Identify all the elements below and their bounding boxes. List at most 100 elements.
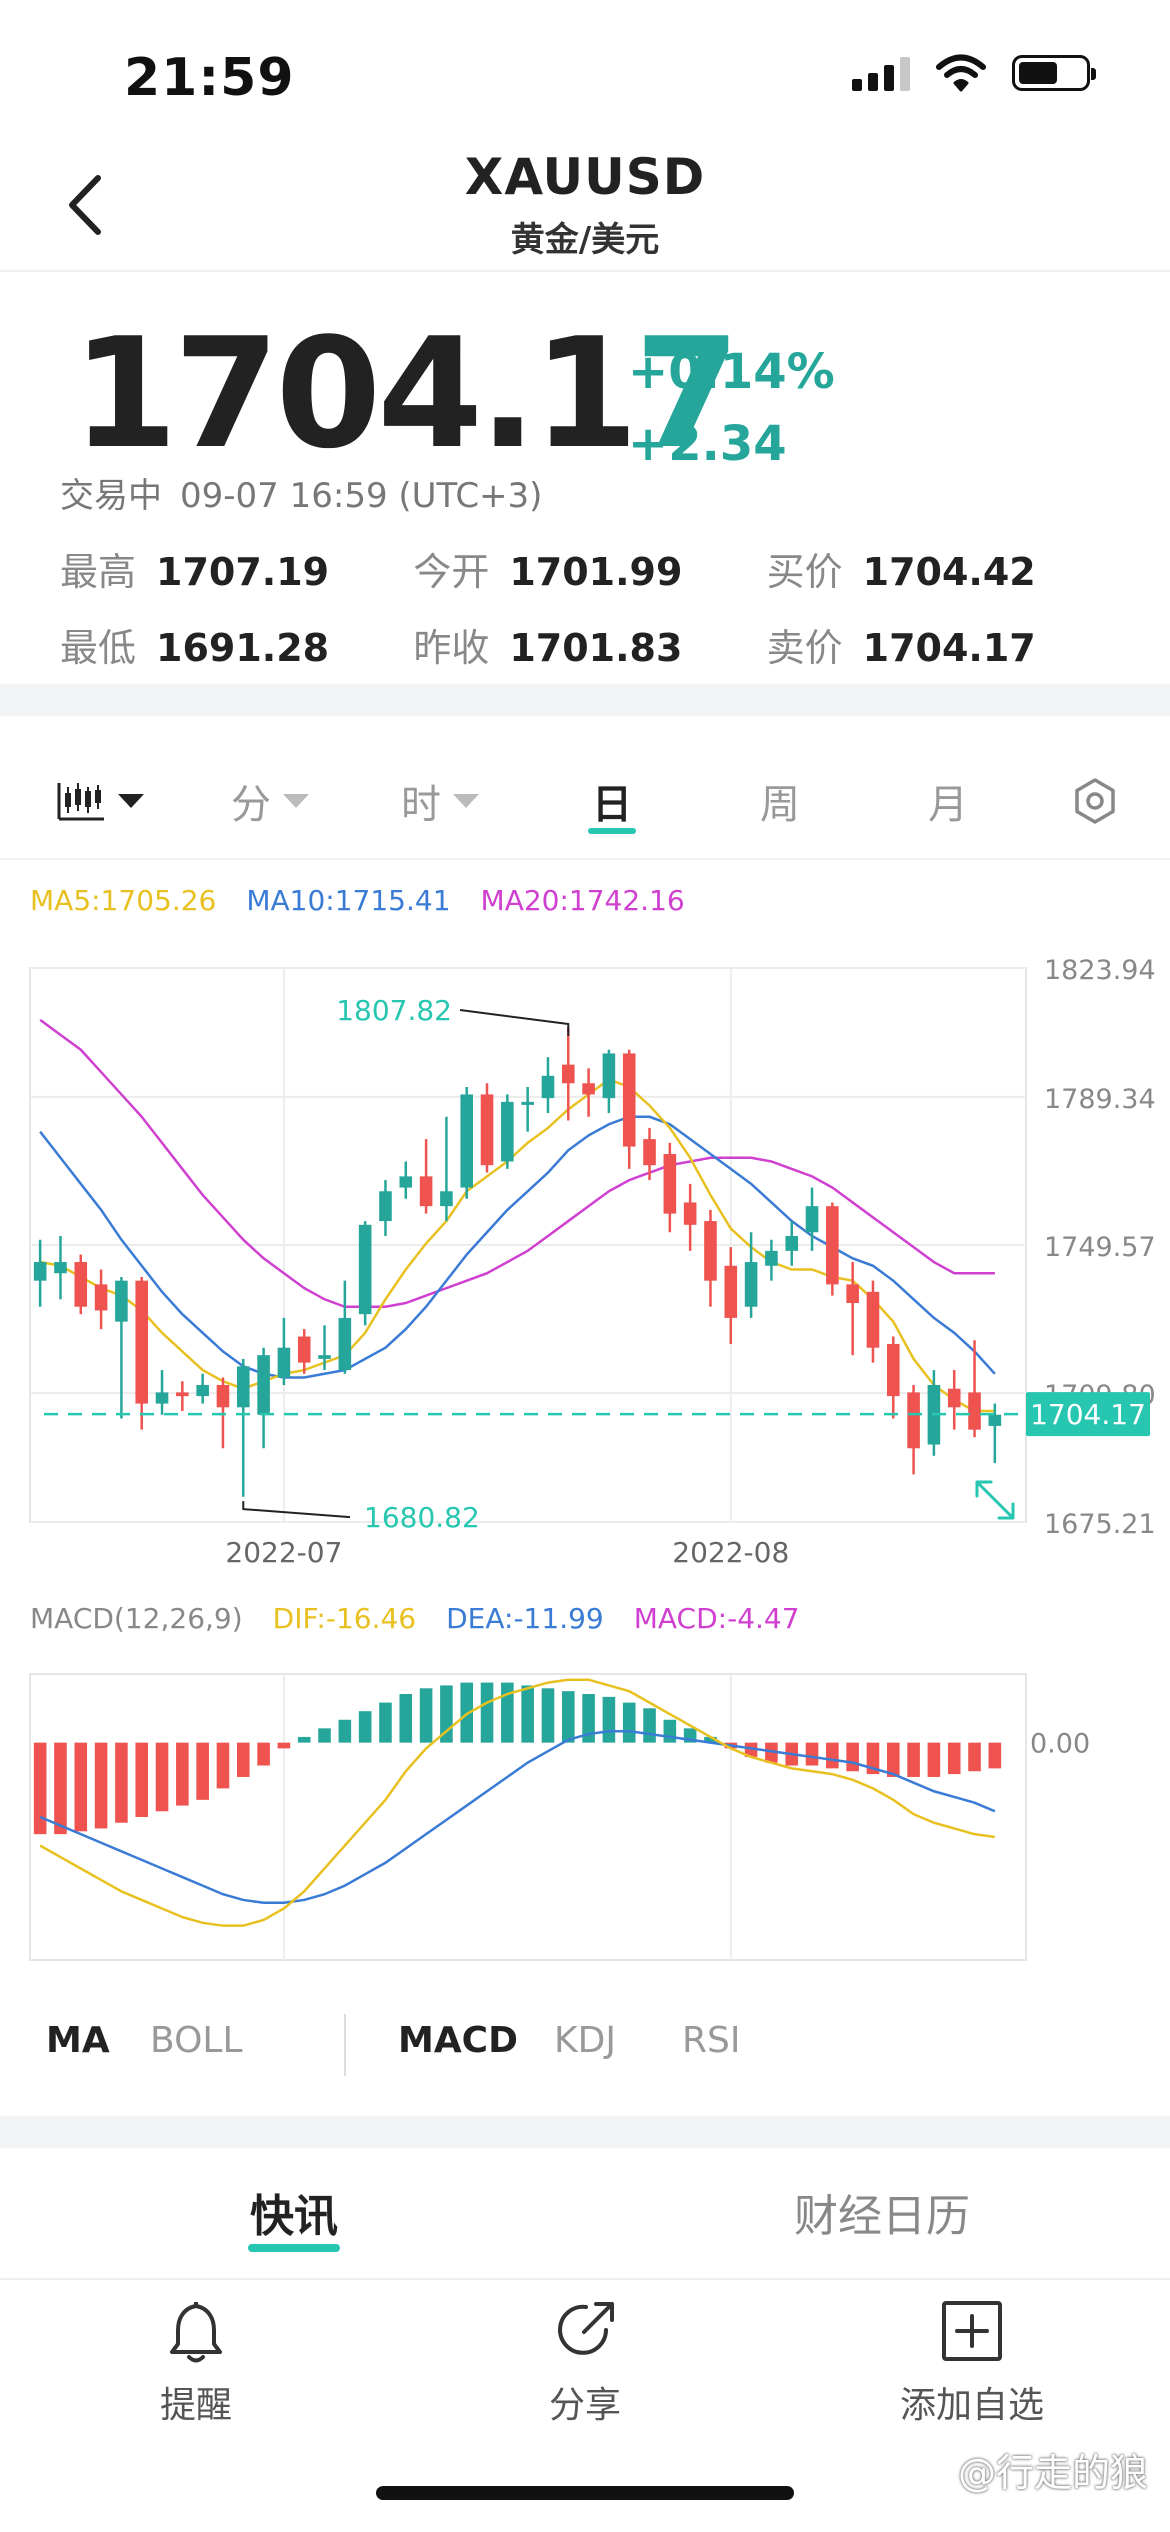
- current-price-tag: [1026, 1392, 1150, 1437]
- candle: [968, 1340, 981, 1438]
- candle-body: [216, 1384, 230, 1408]
- macd-zero-label: 0.00: [1030, 1729, 1090, 1760]
- candle-body: [318, 1355, 331, 1359]
- macd-chart[interactable]: 0.00: [0, 1660, 1170, 1980]
- macd-bar: [582, 1694, 595, 1743]
- candle: [318, 1325, 331, 1371]
- expand-arrow: [975, 1480, 1015, 1520]
- tab-economic-calendar[interactable]: 财经日历: [794, 2191, 970, 2242]
- candle: [785, 1221, 799, 1266]
- macd-bar: [826, 1742, 839, 1769]
- y-tick-label: 1675.21: [1044, 1509, 1156, 1540]
- ma-legend: MA5:1705.26 MA10:1715.41 MA20:1742.16: [30, 884, 685, 917]
- y-tick-label: 1789.34: [1044, 1084, 1156, 1115]
- macd-legend-item-0: MACD(12,26,9): [30, 1602, 243, 1635]
- candle: [440, 1116, 453, 1222]
- macd-bar: [358, 1711, 372, 1743]
- candle: [947, 1370, 961, 1430]
- candle-body: [765, 1250, 778, 1266]
- candle: [176, 1381, 189, 1412]
- stat-open: 今开 1701.99: [413, 549, 683, 594]
- dif-line: [39, 1678, 996, 1927]
- stat-prev-close: 昨收 1701.83: [413, 625, 683, 670]
- macd-bar: [155, 1742, 169, 1812]
- change-absolute: +2.34: [628, 416, 787, 472]
- x-tick-label: 2022-08: [672, 1536, 789, 1569]
- candle: [74, 1254, 88, 1315]
- nav-bar: XAUUSD 黄金/美元: [0, 140, 1170, 272]
- candle: [338, 1280, 352, 1374]
- indicator-ma[interactable]: MA: [46, 2020, 110, 2061]
- watermark: @行走的狼: [957, 2451, 1148, 2495]
- candle: [541, 1057, 555, 1114]
- candle-body: [379, 1191, 392, 1222]
- macd-legend: MACD(12,26,9) DIF:-16.46 DEA:-11.99 MACD:-4…: [30, 1602, 800, 1635]
- y-tick-label: 1823.94: [1044, 955, 1156, 986]
- candle-body: [94, 1284, 108, 1311]
- back-icon[interactable]: [56, 170, 126, 240]
- tab-day[interactable]: 日: [552, 742, 672, 860]
- expand-icon[interactable]: [975, 1480, 1015, 1520]
- price-last-digit: 7: [634, 305, 741, 482]
- chart-type-selector[interactable]: [40, 742, 160, 860]
- candle-body: [338, 1317, 352, 1371]
- candle-body: [155, 1392, 169, 1404]
- macd-bar: [541, 1688, 555, 1743]
- macd-bar: [399, 1694, 413, 1743]
- price-change: +0.14% +2.34: [628, 336, 835, 480]
- candle: [622, 1049, 636, 1169]
- indicator-kdj[interactable]: KDJ: [554, 2020, 616, 2061]
- candle: [419, 1139, 433, 1214]
- add-to-watchlist-button[interactable]: 添加自选: [852, 2296, 1092, 2428]
- trade-status: 交易中 09-07 16:59 (UTC+3): [60, 468, 542, 517]
- candle-body: [176, 1392, 189, 1397]
- candle: [257, 1347, 270, 1449]
- news-tabs: 快讯 财经日历: [0, 2148, 1170, 2280]
- candle: [602, 1049, 616, 1114]
- ma-legend-item-1: MA10:1715.41: [246, 884, 451, 917]
- tab-minute[interactable]: 分: [210, 742, 330, 860]
- macd-bar: [135, 1742, 149, 1817]
- candle: [582, 1068, 595, 1117]
- alert-button[interactable]: 提醒: [76, 2296, 316, 2428]
- candle: [94, 1269, 108, 1330]
- candle-body: [704, 1221, 717, 1281]
- indicator-boll[interactable]: BOLL: [150, 2020, 243, 2061]
- macd-bar: [33, 1742, 47, 1835]
- macd-bar: [338, 1719, 352, 1743]
- candle-body: [33, 1262, 47, 1281]
- ma20-line: [39, 1018, 995, 1308]
- macd-bar: [947, 1742, 961, 1775]
- macd-bar: [480, 1682, 494, 1743]
- tab-week[interactable]: 周: [760, 782, 800, 828]
- chevron-down-icon: [283, 794, 309, 808]
- macd-bar: [704, 1736, 717, 1743]
- candle: [115, 1276, 128, 1419]
- candle: [358, 1221, 372, 1326]
- share-button[interactable]: 分享: [465, 2296, 705, 2428]
- indicator-macd[interactable]: MACD: [398, 2020, 518, 2061]
- chart-settings-button[interactable]: [1050, 742, 1140, 860]
- page-subtitle: 黄金/美元: [510, 220, 660, 260]
- candle: [866, 1280, 880, 1363]
- tab-hour[interactable]: 时: [380, 742, 500, 860]
- macd-bar: [521, 1685, 534, 1743]
- dea-line: [39, 1729, 996, 1905]
- chevron-down-icon: [453, 794, 479, 808]
- candle: [988, 1403, 1002, 1464]
- tab-flash-news[interactable]: 快讯: [250, 2191, 338, 2242]
- macd-bar: [988, 1742, 1002, 1769]
- wifi-icon: [936, 54, 986, 92]
- macd-bar: [622, 1702, 636, 1743]
- section-divider: [0, 684, 1170, 716]
- indicator-rsi[interactable]: RSI: [682, 2020, 741, 2061]
- candle-body: [541, 1075, 555, 1099]
- stat-low: 最低 1691.28: [60, 625, 330, 670]
- candle-body: [501, 1101, 514, 1162]
- macd-bar: [907, 1742, 920, 1777]
- macd-bar: [297, 1736, 311, 1743]
- candlestick-chart[interactable]: 1823.941789.341749.571709.801675.212022-…: [0, 940, 1170, 1600]
- bell-icon: [170, 2302, 222, 2363]
- tab-month[interactable]: 月: [928, 782, 968, 828]
- candle-body: [358, 1224, 372, 1315]
